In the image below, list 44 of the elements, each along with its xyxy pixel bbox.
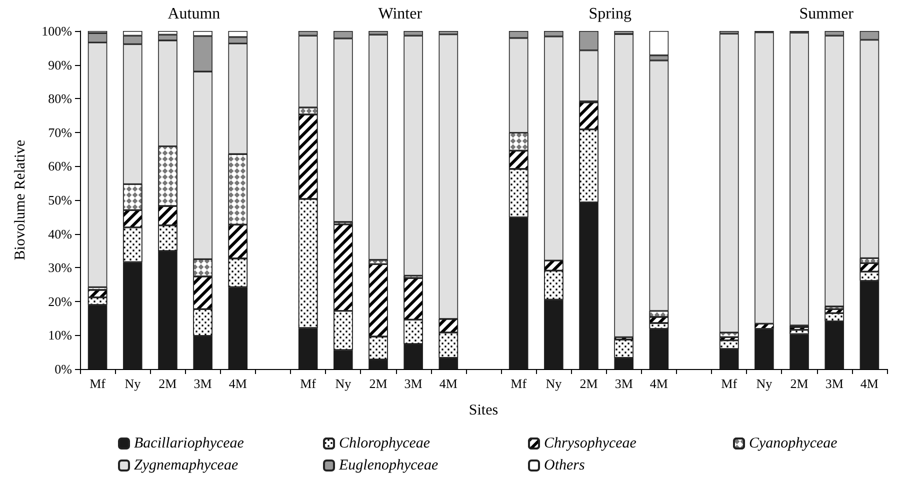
x-tick-label: 3M	[825, 376, 844, 391]
legend-label: Chrysophyceae	[544, 436, 637, 452]
x-tick-label: Mf	[300, 376, 317, 391]
y-tick-label: 0%	[54, 362, 72, 376]
y-tick-label: 80%	[48, 91, 72, 106]
y-tick-label: 100%	[42, 24, 72, 38]
text: Winter	[378, 6, 423, 22]
x-tick-label: 3M	[614, 376, 634, 391]
legend-label: Chlorophyceae	[339, 436, 430, 452]
x-tick-label: 4M	[439, 376, 458, 391]
x-tick-label: 4M	[860, 376, 879, 391]
x-tick-label: 3M	[404, 376, 423, 391]
x-tick-label: Mf	[721, 376, 738, 391]
y-tick-label: 30%	[48, 260, 72, 276]
x-tick-label: 2M	[790, 376, 809, 391]
y-axis-title: Biovolume Relative	[12, 139, 28, 260]
y-tick-label: 60%	[48, 158, 72, 174]
x-tick-label: 2M	[158, 376, 178, 391]
text: Autumn	[168, 6, 220, 22]
legend-label: Euglenophyceae	[338, 458, 438, 474]
x-tick-label: Ny	[335, 376, 352, 391]
x-tick-label: 2M	[369, 376, 388, 391]
text: Spring	[588, 6, 632, 22]
x-tick-label: 3M	[194, 376, 212, 391]
x-tick-label: Mf	[90, 376, 106, 391]
legend-label: Others	[544, 458, 585, 474]
legend-label: Zygnemaphyceae	[134, 458, 238, 474]
x-tick-label: Ny	[546, 376, 562, 391]
y-tick-label: 10%	[48, 328, 72, 343]
y-tick-label: 50%	[48, 192, 72, 208]
legend-label: Bacillariophyceae	[134, 436, 244, 452]
y-tick-label: 20%	[48, 294, 72, 309]
x-tick-label: 4M	[228, 376, 248, 391]
y-tick-label: 40%	[48, 226, 72, 242]
x-tick-label: Ny	[124, 376, 142, 391]
x-tick-label: 2M	[580, 376, 598, 391]
x-tick-label: Mf	[510, 376, 528, 391]
text: Summer	[799, 6, 854, 22]
y-tick-label: 70%	[48, 124, 72, 140]
x-tick-label: Ny	[756, 376, 773, 391]
y-tick-label: 90%	[48, 57, 72, 72]
x-tick-label: 4M	[650, 376, 668, 391]
x-axis-title: Sites	[468, 402, 498, 418]
legend-label: Cyanophyceae	[749, 436, 838, 452]
